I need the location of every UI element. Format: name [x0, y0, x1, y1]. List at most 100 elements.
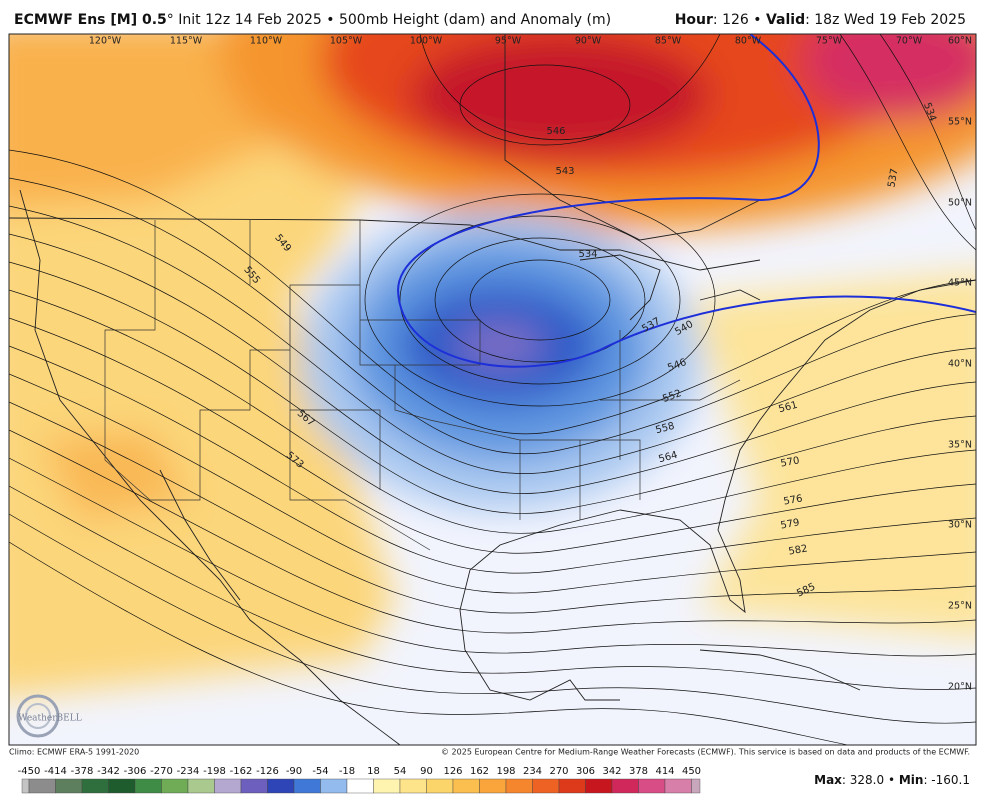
colorbar-swatch — [585, 778, 613, 794]
hour: : 126 • — [713, 12, 766, 28]
contour-label: 576 — [783, 493, 804, 507]
longitude-label: 95°W — [495, 36, 522, 47]
colorbar-label: 378 — [629, 766, 648, 777]
contour-line — [9, 205, 976, 475]
colorbar-swatch — [55, 778, 83, 794]
contour-line — [9, 429, 976, 634]
height-contours — [9, 34, 976, 745]
longitude-label: 100°W — [410, 36, 443, 47]
logo-text: WeatherBELL — [18, 714, 81, 724]
title: ECMWF Ens [M] 0.5° Init 12z 14 Feb 2025 … — [14, 12, 611, 28]
longitude-label: 120°W — [89, 36, 122, 47]
min-label: Min — [899, 773, 924, 787]
colorbar-swatch — [373, 778, 401, 794]
contour-line — [9, 345, 976, 574]
colorbar-swatch — [505, 778, 533, 794]
contour-label: 582 — [788, 543, 809, 557]
colorbar-label: -90 — [286, 766, 302, 777]
longitude-label: 105°W — [330, 36, 363, 47]
colorbar-swatch — [691, 778, 701, 794]
contour-line — [9, 485, 976, 690]
map-frame — [8, 33, 977, 746]
run: ° Init 12z 14 Feb 2025 • 500mb Height (d… — [167, 12, 611, 28]
colorbar-label: -18 — [339, 766, 355, 777]
colorbar-label: -162 — [230, 766, 253, 777]
colorbar-label: 18 — [367, 766, 380, 777]
colorbar-label: 414 — [655, 766, 674, 777]
longitude-label: 80°W — [735, 36, 762, 47]
contour-line — [9, 233, 976, 494]
contour-label: 561 — [777, 400, 798, 416]
logo — [16, 694, 60, 738]
latitude-label: 40°N — [948, 359, 972, 370]
model: ECMWF Ens [M] 0.5 — [14, 12, 167, 28]
colorbar-label: -450 — [18, 766, 41, 777]
contour-ring — [434, 237, 646, 363]
colorbar-label: -126 — [256, 766, 279, 777]
contour-line — [9, 149, 976, 435]
latitude-label: 35°N — [948, 440, 972, 451]
max: : 328.0 • — [842, 773, 899, 787]
colorbar-swatch — [267, 778, 295, 794]
stats: Max: 328.0 • Min: -160.1 — [814, 773, 970, 787]
colorbar-swatch — [161, 778, 189, 794]
contour-line — [9, 317, 976, 554]
colorbar-swatch — [638, 778, 666, 794]
valid-label: Valid — [766, 12, 805, 28]
contour-label: 537 — [886, 168, 900, 189]
colorbar-label: 450 — [682, 766, 701, 777]
colorbar-label: -198 — [203, 766, 226, 777]
longitude-label: 70°W — [896, 36, 923, 47]
colorbar-swatch — [81, 778, 109, 794]
colorbar-swatch — [108, 778, 136, 794]
contour-line — [9, 177, 976, 455]
colorbar-swatch — [426, 778, 454, 794]
colorbar-swatch — [664, 778, 692, 794]
longitude-label: 115°W — [170, 36, 203, 47]
min: : -160.1 — [923, 773, 970, 787]
colorbar-label: 342 — [602, 766, 621, 777]
colorbar-label: 234 — [523, 766, 542, 777]
colorbar-label: 198 — [496, 766, 515, 777]
colorbar-label: -414 — [44, 766, 67, 777]
hour-label: Hour — [675, 12, 713, 28]
anomaly-field — [9, 34, 976, 697]
valid: : 18z Wed 19 Feb 2025 — [805, 12, 966, 28]
colorbar-label: -378 — [71, 766, 94, 777]
colorbar-label: 162 — [470, 766, 489, 777]
climo: Climo: ECMWF ERA-5 1991-2020 — [9, 748, 139, 757]
colorbar-swatch — [214, 778, 242, 794]
contour-label: 546 — [546, 126, 565, 137]
contour-line — [9, 513, 976, 724]
contour-line — [419, 34, 721, 141]
valid-time: Hour: 126 • Valid: 18z Wed 19 Feb 2025 — [675, 12, 966, 28]
latitude-label: 30°N — [948, 520, 972, 531]
colorbar-label: -54 — [312, 766, 328, 777]
contour-label: 564 — [657, 450, 678, 466]
colorbar-label: -306 — [124, 766, 147, 777]
map: 120°W 115°W 110°W 105°W 100°W 95°W 90°W 85°W 80°… — [9, 34, 976, 745]
contour-ring — [364, 193, 716, 407]
blue-contour — [396, 34, 976, 368]
state-borders — [104, 220, 741, 551]
colorbar-swatch — [611, 778, 639, 794]
latitude-label: 55°N — [948, 117, 972, 128]
contour-line — [9, 373, 976, 594]
latitude-label: 25°N — [948, 601, 972, 612]
contour-line — [839, 34, 976, 251]
colorbar-label: -234 — [177, 766, 200, 777]
colorbar-label: 270 — [549, 766, 568, 777]
contour-line — [879, 34, 976, 231]
colorbar-label: 90 — [420, 766, 433, 777]
colorbar-swatch — [320, 778, 348, 794]
colorbar-swatch — [532, 778, 560, 794]
latitude-label: 45°N — [948, 278, 972, 289]
colorbar-swatch — [134, 778, 162, 794]
contour-label: 534 — [578, 249, 597, 260]
colorbar-swatch — [399, 778, 427, 794]
contour-label: 543 — [555, 166, 574, 177]
colorbar-swatch — [558, 778, 586, 794]
contour-line — [9, 457, 976, 657]
colorbar-label: 306 — [576, 766, 595, 777]
contour-ring — [469, 259, 611, 341]
